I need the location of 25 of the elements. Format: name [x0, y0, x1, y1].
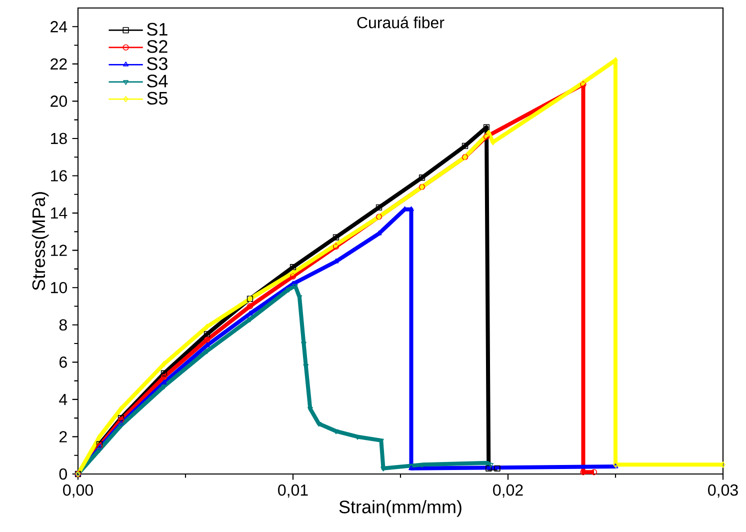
y-tick-label: 20	[50, 96, 67, 107]
x-tick-label: 0,02	[493, 484, 523, 498]
legend-label: S4	[147, 74, 168, 88]
x-tick-label: 0,00	[63, 484, 93, 498]
x-axis-title: Strain(mm/mm)	[339, 500, 462, 517]
y-tick-label: 10	[51, 282, 67, 294]
y-tick-label: 6	[60, 356, 67, 368]
y-tick-label: 2	[59, 431, 67, 442]
y-tick-label: 24	[50, 21, 68, 32]
legend-label: S2	[147, 40, 168, 53]
y-tick-label: 12	[51, 244, 67, 256]
y-tick-label: 22	[50, 58, 67, 70]
chart-title: Curauá fiber	[357, 16, 444, 28]
y-tick-label: 18	[51, 132, 67, 144]
legend-label: S3	[147, 57, 168, 70]
y-tick-label: 4	[59, 394, 68, 405]
y-tick-label: 8	[59, 319, 67, 331]
y-tick-label: 14	[51, 208, 68, 219]
y-tick-label: 16	[51, 170, 67, 182]
y-axis-title: Stress(MPa)	[32, 192, 49, 290]
x-tick-label: 0,01	[278, 484, 308, 498]
y-tick-label: 0	[59, 468, 67, 480]
legend-label: S1	[147, 22, 168, 36]
legend-label: S5	[147, 92, 168, 105]
x-tick-label: 0,03	[708, 484, 738, 498]
